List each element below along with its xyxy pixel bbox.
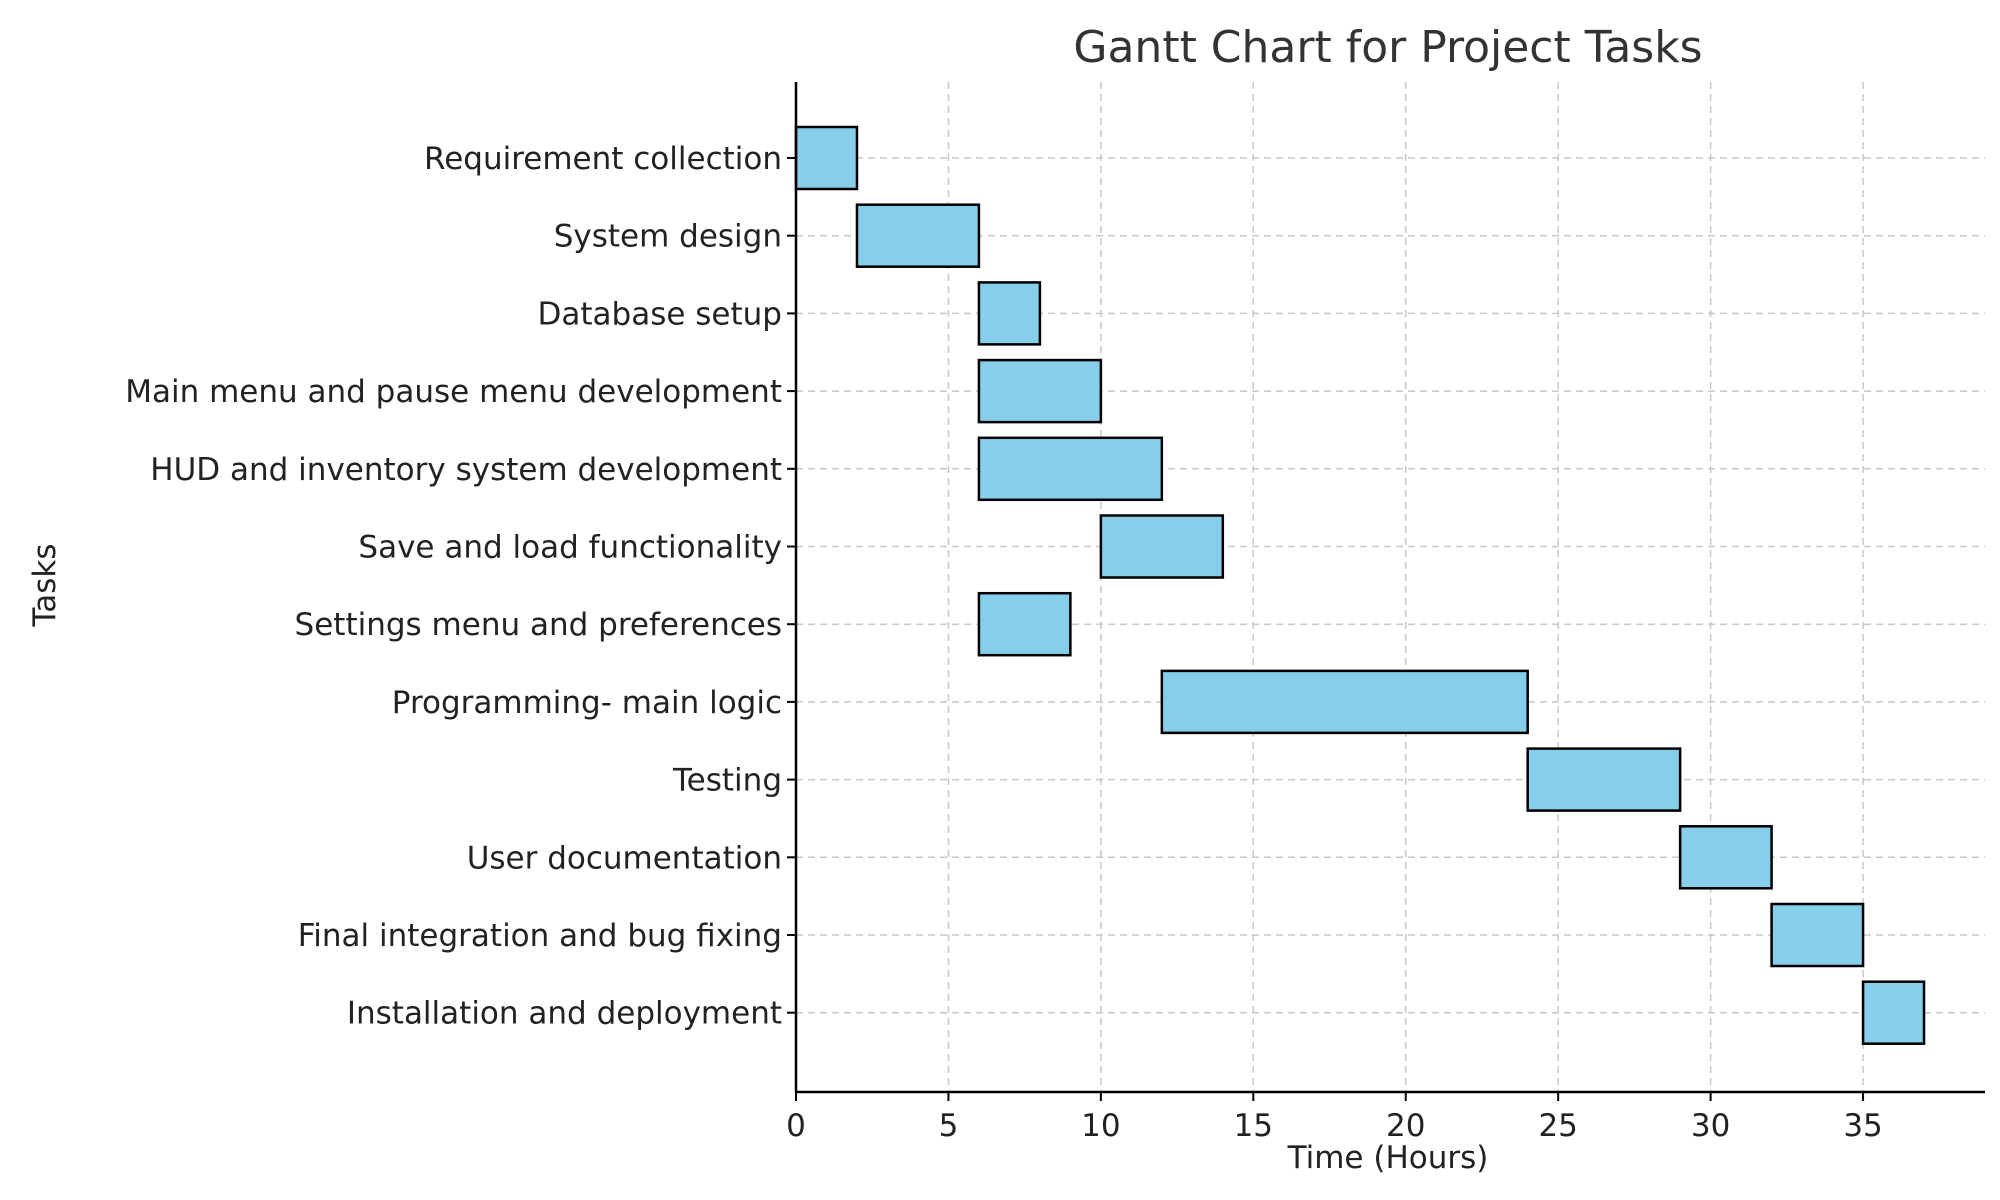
task-bar (855, 203, 981, 268)
x-tick-label: 35 (1843, 1108, 1882, 1144)
task-bar (1770, 902, 1865, 968)
task-bar (1099, 514, 1225, 579)
axis-layer: 0 5 10 15 20 25 30 35 Requirement collection Syst… (125, 82, 1985, 1144)
task-bar (1861, 980, 1926, 1045)
task-bar (1678, 825, 1773, 890)
task-label: Main menu and pause menu development (125, 374, 782, 410)
y-axis-label: Tasks (27, 543, 63, 627)
task-label: HUD and inventory system development (150, 452, 782, 488)
task-label: Programming- main logic (392, 685, 782, 721)
x-tick-label: 0 (786, 1108, 806, 1144)
x-tick-label: 10 (1081, 1108, 1120, 1144)
task-label: Installation and deployment (347, 996, 782, 1032)
task-bar (977, 281, 1042, 346)
x-tick-label: 20 (1386, 1108, 1425, 1144)
task-bar (1526, 747, 1682, 812)
bar-layer (794, 125, 1926, 1045)
task-label: Final integration and bug fixing (298, 918, 782, 954)
x-tick-label: 15 (1234, 1108, 1273, 1144)
x-tick-label: 30 (1691, 1108, 1730, 1144)
x-axis-label: Time (Hours) (1287, 1140, 1489, 1176)
task-label: Save and load functionality (358, 530, 782, 566)
task-label: Database setup (538, 296, 782, 332)
x-tick-label: 25 (1538, 1108, 1577, 1144)
task-bar (1160, 669, 1529, 735)
task-label: Settings menu and preferences (295, 607, 782, 643)
task-bar (794, 125, 859, 191)
task-label: User documentation (467, 840, 782, 876)
task-label: Requirement collection (424, 141, 782, 177)
x-tick-label: 5 (939, 1108, 959, 1144)
task-bar (977, 436, 1164, 502)
task-bar (977, 591, 1072, 657)
task-label: Testing (672, 763, 782, 799)
task-bar (977, 358, 1103, 424)
chart-title: Gantt Chart for Project Tasks (1073, 22, 1702, 73)
task-label: System design (554, 219, 782, 255)
